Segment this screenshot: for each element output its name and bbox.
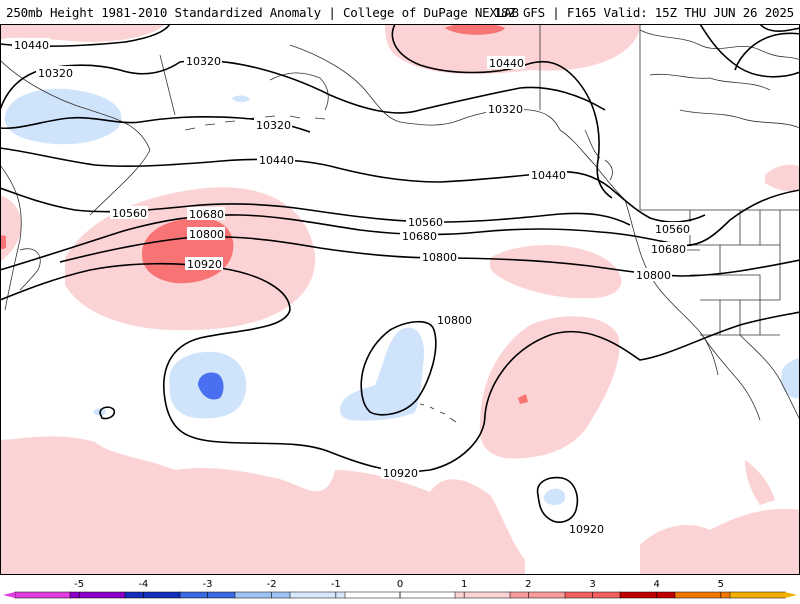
colorbar-swatch [509, 591, 566, 599]
contour-label-10560-a: 10560 [110, 206, 148, 220]
contour-label-10920-a: 10920 [185, 257, 223, 271]
contour-label-text: 10320 [488, 103, 523, 116]
contour-label-10800-c: 10800 [634, 268, 672, 282]
contour-label-10320-b: 10320 [184, 54, 222, 68]
contour-label-10680-a: 10680 [187, 207, 225, 221]
colorbar-left-arrow [3, 592, 15, 598]
contour-label-text: 10920 [383, 467, 418, 480]
colorbar-swatch [674, 591, 731, 599]
contour-label-text: 10680 [189, 208, 224, 221]
colorbar-tick-label: 0 [397, 579, 403, 590]
contour-label-10440-a: 10440 [12, 38, 50, 52]
coastlines [0, 24, 800, 423]
contour-label-text: 10320 [186, 55, 221, 68]
colorbar-swatch [454, 591, 511, 599]
colorbar-swatch [69, 591, 126, 599]
colorbar-ticks: -5 -4 -3 -2 -1 0 1 2 3 4 5 [74, 579, 724, 598]
colorbar-tick-label: 4 [653, 579, 659, 590]
colorbar-tick-label: -3 [203, 579, 213, 590]
contour-label-text: 10320 [256, 119, 291, 132]
contour-label-10920-b: 10920 [381, 466, 419, 480]
contour-label-text: 10440 [531, 169, 566, 182]
colorbar-tick-label: -4 [138, 579, 148, 590]
contour-label-text: 10920 [187, 258, 222, 271]
contour-label-10560-c: 10560 [653, 222, 691, 236]
contour-label-10440-d: 10440 [529, 168, 567, 182]
positive-anomaly-shading [0, 24, 800, 575]
contour-labels: 10440 10320 10320 10440 10320 10320 1044… [12, 38, 691, 536]
map-title: 250mb Height 1981-2010 Standardized Anom… [6, 5, 519, 20]
colorbar-swatch [344, 591, 401, 599]
contour-label-text: 10320 [38, 67, 73, 80]
contour-label-10920-c: 10920 [567, 522, 605, 536]
colorbar-swatch [399, 591, 456, 599]
colorbar-swatch [729, 591, 786, 599]
contour-label-text: 10560 [655, 223, 690, 236]
contour-label-10560-b: 10560 [406, 215, 444, 229]
contour-label-10320-a: 10320 [36, 66, 74, 80]
contour-label-text: 10800 [189, 228, 224, 241]
map-canvas: 10440 10320 10320 10440 10320 10320 1044… [0, 24, 800, 575]
contour-label-10680-b: 10680 [400, 229, 438, 243]
contour-label-text: 10800 [437, 314, 472, 327]
contour-label-text: 10440 [259, 154, 294, 167]
contour-label-text: 10560 [408, 216, 443, 229]
contour-label-text: 10560 [112, 207, 147, 220]
colorbar-swatch [14, 591, 71, 599]
colorbar-swatch [289, 591, 346, 599]
run-valid-time: 18Z GFS | F165 Valid: 15Z THU JUN 26 202… [493, 5, 795, 20]
colorbar-swatch [619, 591, 676, 599]
strong-negative-anomaly [198, 372, 224, 400]
contour-label-text: 10680 [402, 230, 437, 243]
contour-label-text: 10440 [489, 57, 524, 70]
contour-label-10320-d: 10320 [486, 102, 524, 116]
contour-label-text: 10920 [569, 523, 604, 536]
colorbar-right-arrow [785, 592, 797, 598]
contour-label-text: 10800 [422, 251, 457, 264]
contour-label-10800-a: 10800 [187, 227, 225, 241]
map-panel: 10440 10320 10320 10440 10320 10320 1044… [0, 24, 800, 575]
colorbar-tick-label: -1 [331, 579, 341, 590]
contour-label-10800-d: 10800 [435, 313, 473, 327]
contour-label-10440-c: 10440 [257, 153, 295, 167]
colorbar-canvas: -5 -4 -3 -2 -1 0 1 2 3 4 5 [3, 579, 797, 599]
colorbar-tick-label: -2 [267, 579, 277, 590]
contour-label-10800-b: 10800 [420, 250, 458, 264]
colorbar-tick-label: 1 [461, 579, 467, 590]
colorbar-tick-label: 2 [525, 579, 531, 590]
colorbar: -5 -4 -3 -2 -1 0 1 2 3 4 5 [0, 575, 800, 600]
colorbar-tick-label: -5 [74, 579, 84, 590]
colorbar-tick-label: 5 [718, 579, 724, 590]
contour-label-text: 10440 [14, 39, 49, 52]
colorbar-swatch [234, 591, 291, 599]
header: 250mb Height 1981-2010 Standardized Anom… [0, 0, 800, 24]
contour-label-10320-c: 10320 [254, 118, 292, 132]
contour-label-text: 10680 [651, 243, 686, 256]
colorbar-swatch [124, 591, 181, 599]
contour-label-10440-b: 10440 [487, 56, 525, 70]
contour-label-10680-c: 10680 [649, 242, 687, 256]
colorbar-tick-label: 3 [589, 579, 595, 590]
contour-label-text: 10800 [636, 269, 671, 282]
